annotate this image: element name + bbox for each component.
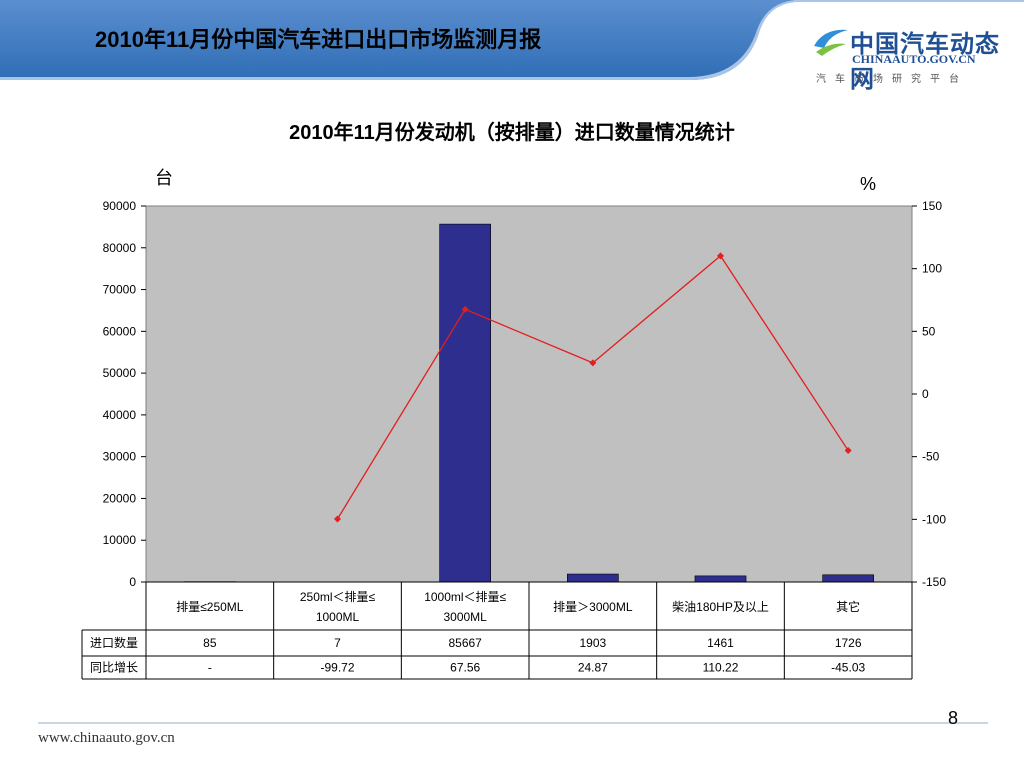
table-cell: 1903: [579, 636, 606, 650]
category-label: 排量≤250ML: [176, 600, 244, 614]
y-axis-label: 台: [155, 168, 173, 188]
table-cell: 24.87: [578, 661, 608, 675]
y-tick-label: 50000: [103, 366, 137, 380]
table-cell: 1461: [707, 636, 734, 650]
header-banner: 2010年11月份中国汽车进口出口市场监测月报 中国汽车动态网 CHINAAUT…: [0, 0, 1024, 93]
table-cell: 7: [334, 636, 341, 650]
y-tick-label: 0: [129, 575, 136, 589]
table-cell: 85667: [448, 636, 482, 650]
y-tick-label: 30000: [103, 450, 137, 464]
y-tick-label: 60000: [103, 324, 137, 338]
growth-point: [589, 359, 597, 367]
category-label: 其它: [836, 599, 860, 614]
table-cell: -: [208, 661, 212, 675]
y-tick-label: 40000: [103, 408, 137, 422]
footer-url: www.chinaauto.gov.cn: [38, 730, 175, 746]
y2-tick-label: 50: [922, 324, 936, 338]
y2-tick-label: -100: [922, 512, 946, 526]
logo-text: 中国汽车动态网: [850, 31, 1000, 93]
bar: [694, 575, 747, 583]
logo-domain: CHINAAUTO.GOV.CN: [852, 52, 976, 66]
table-cell: -99.72: [320, 661, 354, 675]
header-background: [0, 0, 1024, 84]
category-label: 250ml＜排量≤: [300, 590, 376, 604]
table-cell: -45.03: [831, 661, 865, 675]
y2-axis-label: %: [860, 174, 876, 194]
y-tick-label: 20000: [103, 491, 137, 505]
category-label: 排量＞3000ML: [553, 600, 633, 614]
category-label: 1000ml＜排量≤: [424, 590, 506, 604]
category-label: 1000ML: [316, 610, 360, 624]
y-tick-label: 90000: [103, 199, 137, 213]
y2-tick-label: 0: [922, 387, 929, 401]
table-cell: 1726: [835, 636, 862, 650]
bar: [822, 574, 875, 583]
chart-title: 2010年11月份发动机（按排量）进口数量情况统计: [289, 122, 735, 144]
bar: [439, 223, 491, 583]
footer-divider: [38, 722, 988, 724]
y-tick-label: 70000: [103, 283, 137, 297]
y2-tick-label: -150: [922, 575, 946, 589]
y-tick-label: 80000: [103, 241, 137, 255]
y2-tick-label: -50: [922, 450, 940, 464]
growth-point: [461, 305, 469, 313]
page-number: 8: [948, 708, 959, 728]
category-label: 3000ML: [443, 610, 487, 624]
growth-point: [844, 446, 852, 454]
logo-swoosh-icon: [814, 29, 848, 56]
growth-point: [334, 515, 341, 523]
table-cell: 110.22: [703, 661, 739, 675]
growth-point: [717, 252, 724, 260]
y2-tick-label: 150: [922, 199, 942, 213]
row-label: 进口数量: [90, 635, 138, 650]
plot-area: [145, 205, 913, 583]
y2-tick-label: 100: [922, 262, 942, 276]
table-cell: 85: [203, 636, 217, 650]
logo-subtitle: 汽车市场研究平台: [816, 74, 968, 85]
table-cell: 67.56: [450, 661, 480, 675]
category-label: 柴油180HP及以上: [672, 600, 769, 614]
report-title: 2010年11月份中国汽车进口出口市场监测月报: [95, 27, 542, 52]
row-label: 同比增长: [90, 661, 138, 675]
y-tick-label: 10000: [103, 533, 137, 547]
bar: [566, 573, 619, 583]
